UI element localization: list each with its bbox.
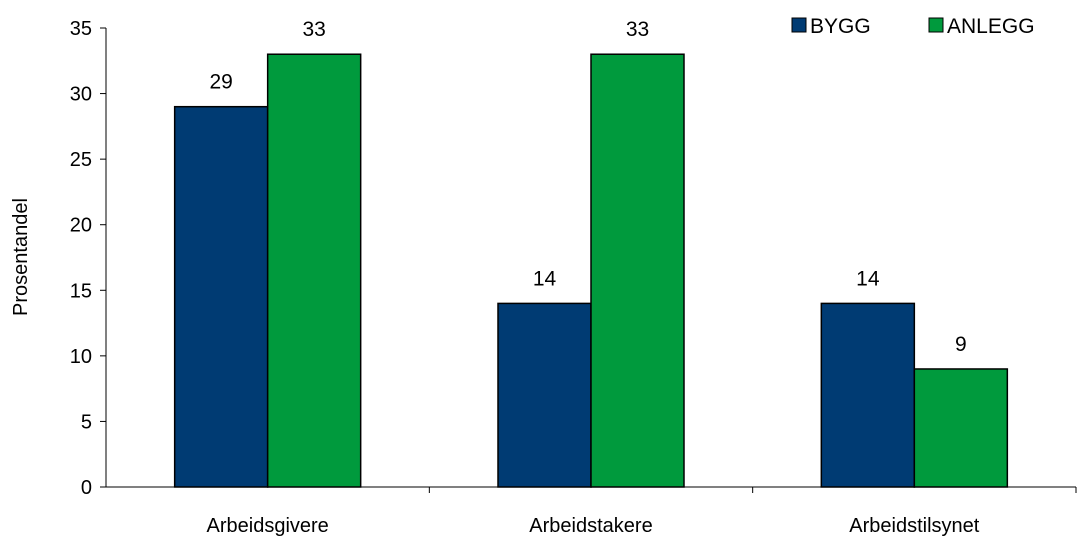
data-label: 14 [533,267,557,290]
x-category-label: Arbeidstakere [529,515,652,537]
y-tick-label: 0 [81,477,92,499]
data-label: 14 [856,267,880,290]
legend-label-bygg: BYGG [810,15,871,38]
bar-bygg-arbeidstilsynet [821,303,914,487]
data-label: 29 [209,71,232,94]
bar-bygg-arbeidsgivere [175,107,268,487]
y-tick-label: 15 [70,280,92,302]
y-tick-label: 30 [70,84,92,106]
y-tick-label: 25 [70,149,92,171]
y-tick-label: 20 [70,215,92,237]
data-label: 33 [302,18,325,41]
y-tick-label: 5 [81,411,92,433]
y-tick-label: 35 [70,18,92,40]
y-axis-label: Prosentandel [10,198,32,316]
bar-anlegg-arbeidstilsynet [914,369,1007,487]
data-label: 9 [955,333,967,356]
y-tick-label: 10 [70,346,92,368]
bar-anlegg-arbeidstakere [591,54,684,487]
data-label: 33 [626,18,649,41]
legend-label-anlegg: ANLEGG [947,15,1035,38]
legend: BYGG ANLEGG [792,15,1035,38]
plot-area: 0 5 10 15 20 25 30 35 29 33 Arbeidsgivere 14 33 Arbei… [70,18,1076,537]
bar-anlegg-arbeidsgivere [268,54,361,487]
x-category-label: Arbeidsgivere [207,515,329,537]
legend-swatch-bygg [792,18,806,32]
bar-bygg-arbeidstakere [498,303,591,487]
legend-swatch-anlegg [929,18,943,32]
x-category-label: Arbeidstilsynet [849,515,980,537]
